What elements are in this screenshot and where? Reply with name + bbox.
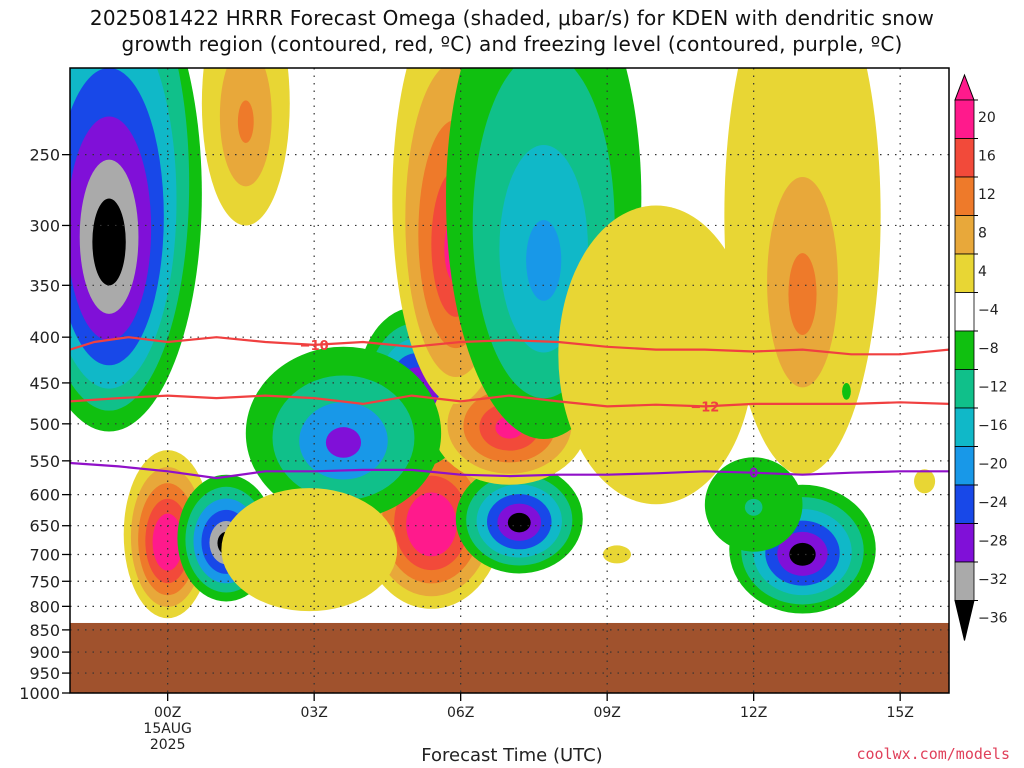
y-tick-label-400: 400 [29,328,60,347]
omega-cell-14 [602,545,631,564]
omega-cell-12-ring-2 [237,100,254,143]
omega-cell-16 [842,382,851,400]
y-tick-label-650: 650 [29,517,60,536]
omega-cell-13-ring-1 [638,356,674,408]
omega-shading [70,0,936,619]
omega-cell-18 [797,0,808,27]
x-tick-label-09Z: 09Z [593,705,620,721]
y-tick-label-450: 450 [29,374,60,393]
omega-cell-9-ring-3 [526,219,562,301]
colorbar-swatch-11 [954,523,975,563]
y-axis: 250 300 350 400 450 500 550 600 650 700 750 800 850 9… [19,146,70,703]
y-tick-label-900: 900 [29,643,60,662]
chart-title-line2: growth region (contoured, red, ºC) and f… [121,32,903,56]
omega-cell-16-ring-0 [842,382,851,400]
y-tick-label-350: 350 [29,276,60,295]
y-tick-label-550: 550 [29,452,60,471]
y-tick-label-1000: 1000 [19,684,60,703]
colorbar-label-11: −28 [978,534,1008,550]
y-tick-label-300: 300 [29,216,60,235]
omega-cell-19 [914,469,936,494]
colorbar-swatch-3 [954,215,975,255]
plot-frame [69,67,950,694]
omega-cell-15-ring-1 [744,498,763,516]
terrain-fill [70,622,949,693]
colorbar-bottom-arrow [954,600,975,641]
contour-label-0: 0 [749,467,758,482]
colorbar-label-3: 8 [978,226,987,242]
x-tick-label-06Z: 06Z [447,705,474,721]
colorbar-top-arrow [954,73,975,101]
omega-cell-11 [724,68,881,475]
colorbar-label-4: 4 [978,264,987,280]
colorbar-swatch-8 [954,407,975,447]
contour-label--10: −10 [300,339,329,354]
omega-cell-18-ring-0 [797,0,808,27]
y-tick-label-250: 250 [29,146,60,165]
temperature-contours: −10 −12 0 [70,336,949,482]
colorbar-swatch-1 [954,138,975,178]
y-tick-label-500: 500 [29,415,60,434]
x-tick-label-15Z: 15Z [886,705,913,721]
omega-cell-11-ring-3 [788,253,817,336]
colorbar-label-2: 12 [978,187,996,203]
x-tick-label-12Z: 12Z [740,705,767,721]
contour-label--12: −12 [690,400,719,415]
terrain-mask [70,622,949,693]
colorbar: 20 16 12 8 4 −4 −8 −12 −16 −20 −24 −28 −32 −36 [954,73,1008,641]
colorbar-swatch-4 [954,253,975,293]
omega-cell-20 [221,488,398,612]
omega-cell-4-ring-5 [507,512,531,533]
x-tick-label-03Z: 03Z [300,705,327,721]
colorbar-swatch-6 [954,330,975,370]
y-tick-label-850: 850 [29,621,60,640]
omega-cell-20-ring-1 [293,543,326,566]
omega-cell-12 [201,68,290,226]
chart-title-line1: 2025081422 HRRR Forecast Omega (shaded, … [89,6,935,30]
omega-cell-7-ring-3 [325,427,362,458]
colorbar-label-5: −4 [978,303,999,319]
colorbar-swatch-9 [954,446,975,486]
colorbar-swatch-7 [954,369,975,409]
colorbar-label-1: 16 [978,149,996,165]
credit-link[interactable]: coolwx.com/models [856,745,1010,763]
colorbar-label-6: −8 [978,341,999,357]
y-tick-label-700: 700 [29,545,60,564]
colorbar-label-9: −20 [978,457,1008,473]
omega-cell-10-ring-5 [789,542,816,566]
colorbar-swatch-2 [954,176,975,216]
contour--12 [70,394,949,408]
colorbar-label-0: 20 [978,110,996,126]
y-tick-label-600: 600 [29,486,60,505]
omega-cell-19-ring-0 [914,469,936,494]
y-tick-label-800: 800 [29,597,60,616]
colorbar-swatch-10 [954,484,975,524]
omega-cell-1-ring-5 [159,528,176,558]
colorbar-swatch-12 [954,561,975,601]
colorbar-label-8: −16 [978,418,1008,434]
y-tick-label-750: 750 [29,572,60,591]
contour--10 [70,336,949,356]
x-axis-label: Forecast Time (UTC) [421,745,603,766]
x-tick-label-00Z: 00Z [154,705,181,721]
omega-cell-0-ring-6 [92,198,126,286]
y-tick-label-950: 950 [29,664,60,683]
omega-cell-14-ring-0 [602,545,631,564]
omega-cell-4 [455,464,583,574]
omega-cell-17-ring-0 [709,0,730,20]
omega-cell-13-ring-0 [558,205,754,505]
colorbar-label-10: −24 [978,495,1008,511]
colorbar-swatch-5 [954,292,975,332]
contour-0 [70,461,949,480]
colorbar-label-13: −36 [978,611,1008,627]
colorbar-label-12: −32 [978,572,1008,588]
omega-cell-13 [558,205,754,505]
x-tick-date: 15AUG [143,721,192,737]
colorbar-label-7: −12 [978,380,1008,396]
colorbar-swatch-0 [954,99,975,139]
omega-cell-17 [709,0,730,20]
x-tick-year: 2025 [150,737,186,753]
